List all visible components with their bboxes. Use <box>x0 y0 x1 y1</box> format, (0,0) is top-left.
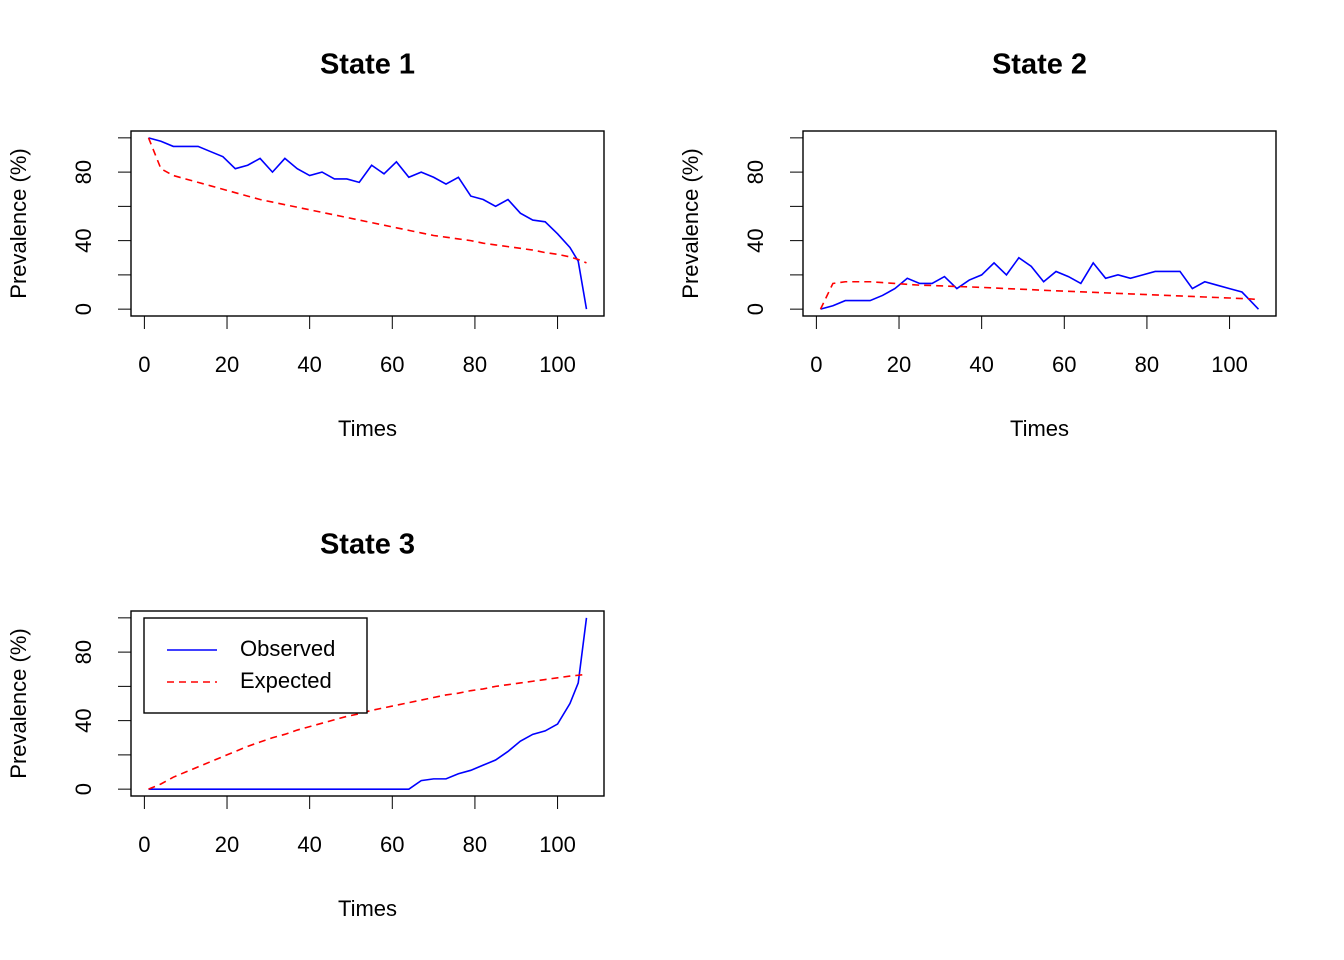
panel-title: State 1 <box>320 49 415 81</box>
series-line <box>819 280 1259 310</box>
plot-frame <box>802 130 1277 317</box>
x-tick-label: 20 <box>887 352 911 377</box>
legend: Observed Expected <box>143 617 368 714</box>
x-axis-label: Times <box>338 416 397 441</box>
y-tick-label: 80 <box>71 640 96 664</box>
x-tick-label: 60 <box>380 352 404 377</box>
y-tick-label: 80 <box>71 160 96 184</box>
series-line <box>148 137 588 310</box>
legend-box <box>143 617 368 714</box>
series-line <box>148 617 588 790</box>
y-tick-label: 0 <box>71 303 96 315</box>
x-tick-label: 20 <box>215 352 239 377</box>
y-axis-label: Prevalence (%) <box>678 148 703 298</box>
x-tick-label: 40 <box>297 832 321 857</box>
x-tick-label: 60 <box>1052 352 1076 377</box>
series-line <box>148 673 587 790</box>
x-tick-label: 100 <box>1211 352 1248 377</box>
x-tick-label: 40 <box>969 352 993 377</box>
y-tick-label: 0 <box>71 783 96 795</box>
plot-frame <box>130 610 605 797</box>
series-line <box>147 137 587 264</box>
x-tick-label: 0 <box>138 832 150 857</box>
x-tick-label: 60 <box>380 832 404 857</box>
panel-title: State 3 <box>320 529 415 561</box>
series-line <box>820 256 1260 310</box>
y-tick-label: 80 <box>743 160 768 184</box>
x-tick-label: 80 <box>1135 352 1159 377</box>
y-axis-label: Prevalence (%) <box>6 148 31 298</box>
x-tick-label: 100 <box>539 352 576 377</box>
x-tick-label: 0 <box>138 352 150 377</box>
y-tick-label: 40 <box>71 708 96 732</box>
x-axis-label: Times <box>1010 416 1069 441</box>
legend-label: Observed <box>240 636 335 661</box>
x-axis-label: Times <box>338 896 397 921</box>
x-tick-label: 40 <box>297 352 321 377</box>
x-tick-label: 20 <box>215 832 239 857</box>
panel-title: State 2 <box>992 49 1087 81</box>
y-tick-label: 40 <box>71 228 96 252</box>
x-tick-label: 80 <box>463 352 487 377</box>
legend-label: Expected <box>240 668 332 693</box>
y-tick-label: 0 <box>743 303 768 315</box>
x-tick-label: 100 <box>539 832 576 857</box>
y-axis-label: Prevalence (%) <box>6 628 31 778</box>
y-tick-label: 40 <box>743 228 768 252</box>
x-tick-label: 0 <box>810 352 822 377</box>
x-tick-label: 80 <box>463 832 487 857</box>
plot-frame <box>130 130 605 317</box>
